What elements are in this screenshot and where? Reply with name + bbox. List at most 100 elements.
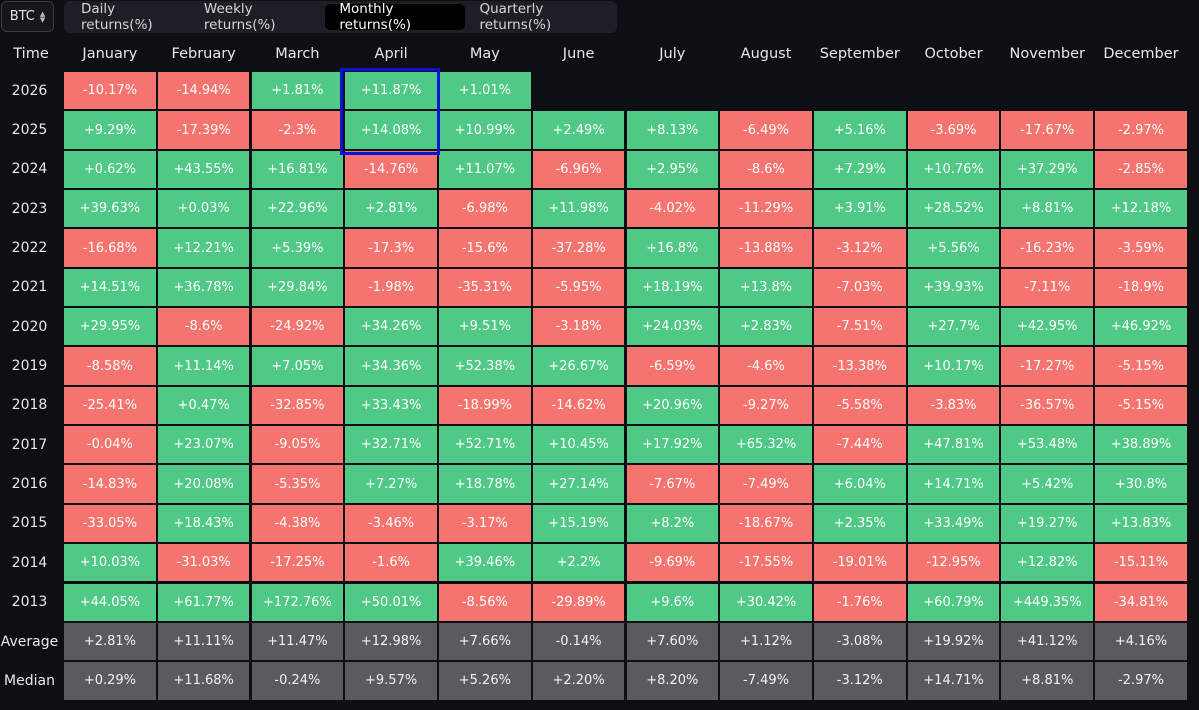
stat-cell: +11.47% [251, 622, 344, 661]
return-cell: -5.58% [813, 386, 906, 425]
return-cell: -2.85% [1095, 150, 1187, 189]
return-cell: +43.55% [157, 150, 250, 189]
return-cell: +39.93% [907, 268, 1000, 307]
tab-quarterly-returns[interactable]: Quarterly returns(%) [479, 1, 552, 33]
return-cell: +8.81% [1001, 190, 1094, 228]
return-cell: +38.89% [1095, 426, 1187, 464]
empty-cell [908, 72, 1000, 109]
return-cell: -5.15% [1095, 347, 1187, 385]
return-cell: -16.23% [1001, 229, 1094, 267]
return-cell: -18.99% [439, 386, 531, 425]
row-label-year: 2015 [11, 515, 48, 532]
return-cell: +30.8% [1095, 465, 1187, 503]
return-cell: -35.31% [439, 268, 531, 307]
return-cell: -9.27% [720, 386, 812, 425]
return-cell: -9.05% [251, 426, 344, 464]
return-cell: -7.44% [813, 426, 906, 464]
tab-weekly-returns[interactable]: Weekly returns(%) [203, 1, 276, 33]
return-cell: +39.63% [64, 190, 156, 228]
return-cell: -0.04% [64, 426, 156, 464]
stat-cell: +7.60% [626, 622, 719, 661]
return-cell: +13.8% [720, 268, 812, 307]
return-cell: +11.98% [532, 190, 625, 228]
return-cell: +0.03% [157, 190, 250, 228]
row-label-year: 2016 [11, 476, 48, 493]
return-cell: +5.56% [907, 229, 1000, 267]
row-label-average: Average [0, 633, 59, 650]
stat-cell: +7.66% [439, 622, 531, 661]
return-cell: -34.81% [1095, 583, 1187, 621]
return-cell: +9.29% [64, 111, 156, 149]
return-cell: -5.35% [251, 465, 344, 503]
empty-cell [814, 72, 906, 109]
return-cell: -17.25% [251, 544, 344, 582]
return-cell: +52.38% [439, 347, 531, 385]
return-cell: +7.27% [345, 465, 437, 503]
return-cell: -4.02% [626, 190, 719, 228]
return-cell: +65.32% [720, 426, 812, 464]
return-cell: -1.98% [345, 268, 437, 307]
tab-monthly-returns[interactable]: Monthly returns(%) [325, 1, 466, 33]
return-cell: +10.99% [439, 111, 531, 149]
return-cell: +15.19% [532, 504, 625, 543]
return-cell: +7.05% [251, 347, 344, 385]
return-cell: -3.69% [907, 111, 1000, 149]
column-header-june: June [562, 46, 595, 62]
asset-select[interactable]: BTC ▲ ▼ [1, 1, 54, 32]
return-cell: +29.84% [251, 268, 344, 307]
return-cell: -17.55% [720, 544, 812, 582]
return-cell: +52.71% [439, 426, 531, 464]
return-cell: -37.28% [532, 229, 625, 267]
column-header-august: August [740, 46, 792, 62]
return-cell: +7.29% [813, 150, 906, 189]
return-cell: +50.01% [345, 583, 437, 621]
return-cell: -17.39% [157, 111, 250, 149]
row-label-year: 2013 [11, 594, 48, 611]
return-cell: +23.07% [157, 426, 250, 464]
tab-daily-returns[interactable]: Daily returns(%) [81, 1, 153, 33]
stat-cell: +5.26% [439, 662, 531, 700]
return-cell: +29.95% [64, 308, 156, 346]
return-cell: -19.01% [813, 544, 906, 582]
asset-select-value: BTC [9, 9, 35, 24]
column-header-time: Time [13, 46, 49, 62]
return-cell: -8.56% [439, 583, 531, 621]
return-cell: -7.11% [1001, 268, 1094, 307]
return-cell: +37.29% [1001, 150, 1094, 189]
return-cell: -31.03% [157, 544, 250, 582]
return-cell: -18.67% [720, 504, 812, 543]
return-cell: -25.41% [64, 386, 156, 425]
return-cell: +27.7% [907, 308, 1000, 346]
stat-cell: -0.14% [532, 622, 625, 661]
return-cell: +36.78% [157, 268, 250, 307]
return-cell: -3.17% [439, 504, 531, 543]
return-cell: +12.82% [1001, 544, 1094, 582]
return-cell: -3.59% [1095, 229, 1187, 267]
return-cell: +10.45% [532, 426, 625, 464]
return-cell: +2.95% [626, 150, 719, 189]
return-cell: -6.59% [626, 347, 719, 385]
return-cell: +0.47% [157, 386, 250, 425]
return-cell: +11.07% [439, 150, 531, 189]
return-cell: +61.77% [157, 583, 250, 621]
column-header-november: November [1009, 46, 1085, 62]
return-cell: -11.29% [720, 190, 812, 228]
return-cell: -3.12% [813, 229, 906, 267]
return-cell: +2.83% [720, 308, 812, 346]
return-cell: +17.92% [626, 426, 719, 464]
return-cell: +0.62% [64, 150, 156, 189]
return-cell: +39.46% [439, 544, 531, 582]
return-cell: -32.85% [251, 386, 344, 425]
return-cell: +12.18% [1095, 190, 1187, 228]
return-cell: +18.19% [626, 268, 719, 307]
stat-cell: +19.92% [907, 622, 1000, 661]
return-cell: +11.87% [345, 72, 437, 110]
return-cell: -14.83% [64, 465, 156, 503]
return-cell: -6.96% [532, 150, 625, 189]
return-cell: -33.05% [64, 504, 156, 543]
return-cell: +33.43% [345, 386, 437, 425]
stat-cell: +41.12% [1001, 622, 1094, 661]
return-cell: +44.05% [64, 583, 156, 621]
return-cell: +9.51% [439, 308, 531, 346]
return-cell: +14.71% [907, 465, 1000, 503]
